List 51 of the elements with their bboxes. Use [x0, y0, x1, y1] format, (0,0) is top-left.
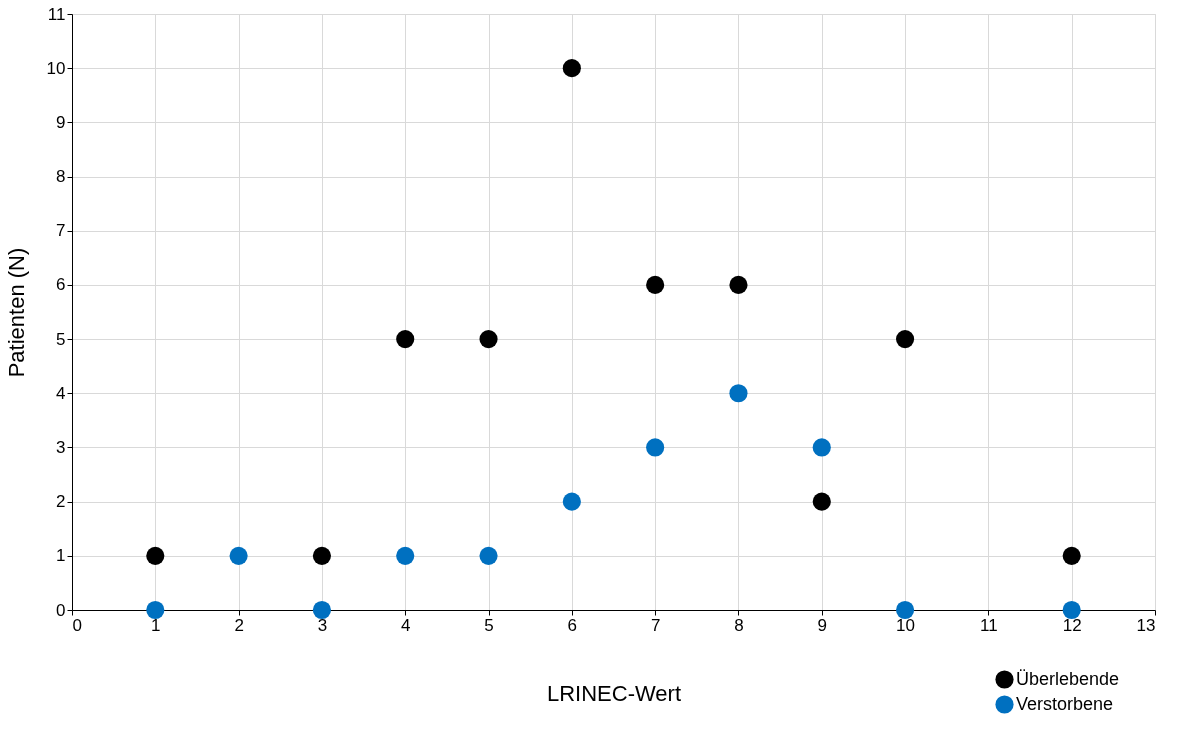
x-tick-label: 0: [72, 615, 82, 635]
x-tick-label: 11: [980, 615, 998, 635]
point: [312, 600, 332, 620]
point: [812, 438, 831, 457]
x-tick-label: 12: [1062, 615, 1082, 635]
y-tick-label: 2: [56, 492, 66, 512]
point: [396, 546, 415, 565]
x-tick-label: 10: [896, 615, 916, 635]
x-axis-title: LRINEC-Wert: [546, 680, 682, 706]
point: [229, 546, 248, 565]
x-tick-label: 13: [1136, 615, 1156, 635]
x-tick-label: 9: [817, 615, 827, 635]
y-tick-label: 11: [47, 4, 66, 24]
point: [895, 600, 915, 620]
x-tick-label: 7: [650, 615, 661, 635]
x-tick-label: 8: [734, 615, 744, 635]
y-tick-label: 6: [56, 275, 66, 295]
y-tick-label: 5: [56, 329, 66, 349]
x-tick-label: 2: [234, 615, 244, 635]
point: [479, 330, 498, 349]
legend-label: Verstorbene: [1016, 693, 1114, 714]
y-tick-label: 4: [56, 383, 66, 403]
x-tick-label: 4: [401, 615, 411, 635]
point: [1062, 600, 1081, 620]
point: [729, 384, 748, 403]
point: [146, 546, 165, 565]
point: [646, 275, 665, 294]
point: [562, 59, 581, 78]
x-tick-label: 3: [317, 615, 328, 635]
y-tick-label: 1: [56, 546, 66, 566]
point: [146, 600, 165, 620]
x-tick-label: 5: [484, 615, 494, 635]
point: [729, 275, 748, 294]
x-tick-label: 6: [567, 615, 578, 635]
legend-label: Überlebende: [1016, 668, 1120, 689]
point: [646, 438, 665, 457]
point: [1062, 546, 1081, 565]
y-tick-label: 7: [56, 221, 66, 241]
y-tick-label: 3: [56, 437, 66, 457]
point: [562, 492, 581, 511]
y-tick-label: 0: [56, 600, 66, 620]
point: [396, 330, 415, 349]
x-tick-label: 1: [151, 615, 161, 635]
y-tick-label: 9: [56, 112, 66, 132]
point: [312, 546, 332, 565]
point: [479, 546, 498, 565]
y-tick-label: 10: [46, 58, 66, 78]
point: [812, 492, 831, 511]
y-axis-title: Patienten (N): [3, 247, 29, 378]
point: [895, 330, 915, 349]
y-tick-label: 8: [56, 167, 66, 187]
